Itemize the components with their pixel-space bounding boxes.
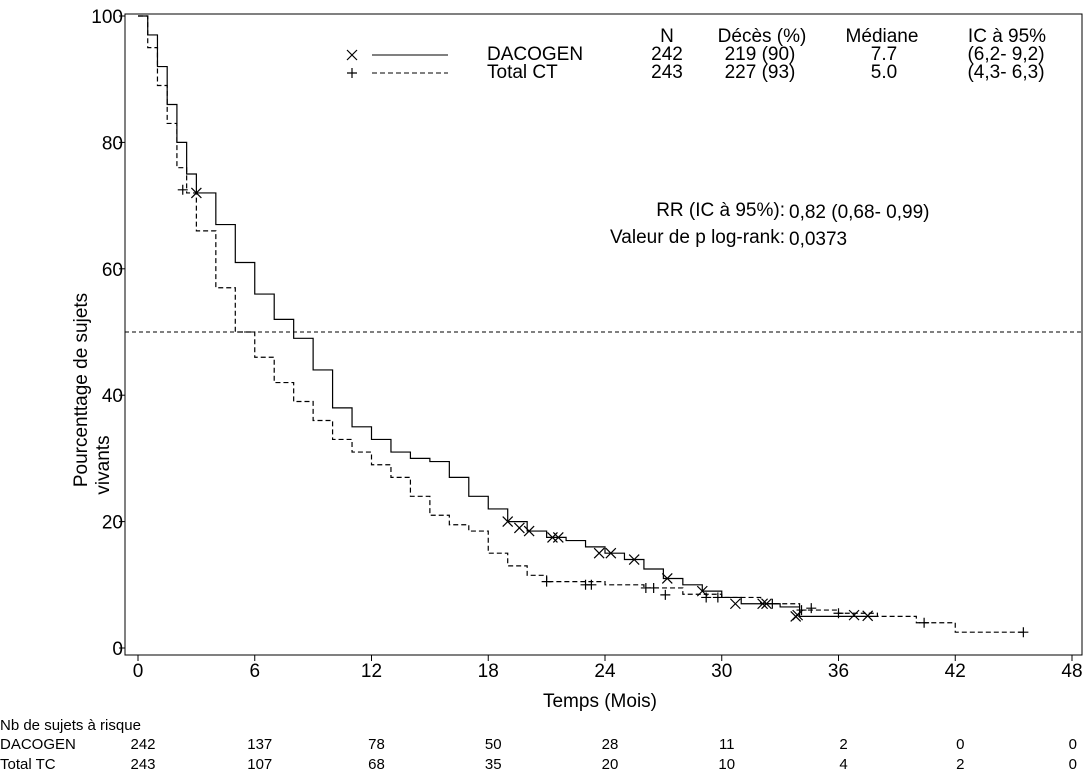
risk-value: 0 [956,736,964,753]
censor-mark [502,516,514,528]
x-tick-label: 12 [361,661,382,682]
risk-value: 242 [130,736,155,753]
risk-value: 78 [368,736,385,753]
legend-n: 242 [651,44,683,65]
risk-value: 11 [719,736,735,753]
legend-ci: (6,2- 9,2) [967,44,1044,65]
risk-value: 243 [130,756,155,773]
censor-mark [806,603,817,614]
annotation-value: 0,0373 [789,229,847,250]
y-tick-label: 100 [91,7,123,28]
censor-mark [661,573,673,584]
censor-mark [541,576,552,587]
x-tick-label: 36 [828,661,849,682]
risk-value: 20 [602,756,619,773]
censor-mark [767,598,778,609]
censor-mark [796,605,807,616]
legend-header: N [660,26,674,47]
censor-mark [862,610,874,622]
risk-value: 2 [956,756,964,773]
survival-curve [138,15,878,617]
censor-mark [1018,627,1029,638]
y-tick-label: 0 [112,639,123,660]
x-tick-label: 6 [249,661,260,682]
censor-mark [552,531,564,543]
censor-mark [648,582,659,593]
legend-median: 7.7 [871,44,897,65]
risk-value: 0 [1069,736,1077,753]
plot-frame [124,13,1083,656]
y-tick-label: 20 [102,513,123,534]
legend-n: 243 [651,62,683,83]
x-axis-label: Temps (Mois) [543,691,657,712]
legend-deaths: 219 (90) [725,44,796,65]
risk-value: 2 [839,736,847,753]
risk-row-label: Total TC [0,756,56,773]
legend-header: Médiane [846,26,919,47]
risk-value: 107 [247,756,272,773]
censor-mark [605,547,617,559]
y-tick-label: 80 [102,133,123,154]
censor-mark [712,592,723,603]
censor-mark [833,608,844,619]
survival-curve [138,15,1024,633]
censor-mark [848,609,860,621]
legend-ci: (4,3- 6,3) [967,62,1044,83]
risk-value: 10 [718,756,735,773]
risk-value: 28 [602,736,619,753]
y-tick-label: 60 [102,260,123,281]
censor-mark [628,554,640,565]
legend-median: 5.0 [871,62,897,83]
censor-mark [729,598,741,610]
censor-mark [593,547,605,559]
x-tick-label: 48 [1061,661,1082,682]
annotation-label: RR (IC à 95%): [656,200,785,221]
legend-marker [346,49,358,61]
legend-deaths: 227 (93) [725,62,796,83]
risk-value: 137 [247,736,272,753]
legend-name: Total CT [487,62,558,83]
annotation-label: Valeur de p log-rank: [610,227,785,248]
y-axis-label: Pourcenttage de sujets [71,293,92,487]
censor-mark [523,525,535,537]
censor-mark [919,617,930,628]
risk-value: 50 [485,736,502,753]
censor-mark [513,522,525,534]
censor-mark [701,592,712,603]
censor-mark [177,184,188,195]
risk-row-label: DACOGEN [0,736,76,753]
x-tick-label: 30 [711,661,732,682]
legend-name: DACOGEN [487,44,583,65]
censor-mark [660,589,671,600]
legend-marker [347,68,357,78]
x-tick-label: 42 [945,661,966,682]
x-tick-label: 0 [133,661,144,682]
y-axis-label: vivants [93,435,114,494]
legend-header: IC à 95% [968,26,1046,47]
annotation-value: 0,82 (0,68- 0,99) [789,202,929,223]
x-tick-label: 24 [594,661,616,682]
risk-value: 0 [1069,756,1077,773]
risk-value: 68 [368,756,385,773]
risk-value: 35 [485,756,502,773]
risk-value: 4 [839,756,847,773]
y-tick-label: 40 [102,386,123,407]
censor-mark [586,579,597,590]
risk-table-title: Nb de sujets à risque [0,717,141,734]
legend-header: Décès (%) [718,26,807,47]
x-tick-label: 18 [478,661,499,682]
